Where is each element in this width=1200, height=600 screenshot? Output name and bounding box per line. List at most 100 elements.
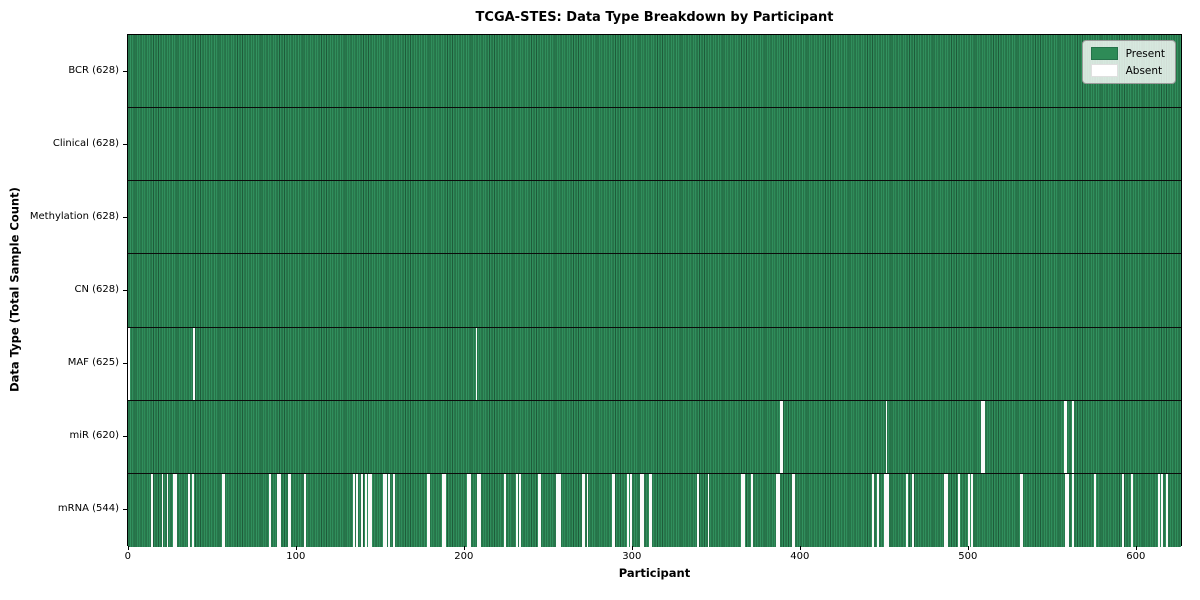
data-row-miR (128, 400, 1181, 474)
y-tick-mark (123, 509, 127, 511)
absent-mark (741, 473, 743, 547)
plot-area: Present Absent (127, 34, 1182, 547)
absent-mark (872, 473, 874, 547)
absent-mark (1021, 473, 1024, 547)
absent-mark (356, 473, 359, 547)
y-tick-mark (123, 143, 127, 145)
x-axis-label: Participant (618, 566, 691, 580)
absent-mark (193, 327, 196, 400)
y-tick-label-MAF: MAF (625) (67, 357, 119, 369)
absent-mark (581, 473, 584, 547)
chart-title: TCGA-STES: Data Type Breakdown by Partic… (475, 10, 834, 25)
absent-mark (1019, 473, 1022, 547)
absent-mark (442, 473, 444, 547)
data-row-BCR (128, 35, 1181, 109)
absent-mark (384, 473, 387, 547)
data-row-Methylation (128, 181, 1181, 255)
absent-mark (778, 473, 780, 547)
absent-mark (1067, 473, 1069, 547)
absent-mark (443, 473, 446, 547)
absent-mark (516, 473, 518, 547)
absent-mark (905, 473, 908, 547)
data-row-mRNA (128, 473, 1181, 547)
present-swatch-icon (1090, 47, 1118, 60)
x-tick-label-200: 200 (454, 551, 474, 562)
absent-mark (946, 473, 948, 547)
y-tick-label-Methylation: Methylation (628) (29, 210, 119, 222)
absent-mark (697, 473, 700, 547)
absent-mark (353, 473, 355, 547)
absent-mark (368, 473, 370, 547)
x-tick-mark (967, 546, 969, 550)
absent-mark (779, 400, 782, 473)
absent-mark (289, 473, 291, 547)
absent-mark (475, 327, 478, 400)
y-tick-mark (123, 363, 127, 365)
x-tick-label-500: 500 (958, 551, 978, 562)
absent-mark (981, 400, 984, 473)
legend-item-absent: Absent (1090, 64, 1165, 77)
absent-mark (287, 473, 290, 547)
x-tick-label-300: 300 (622, 551, 642, 562)
absent-mark (161, 473, 164, 547)
absent-mark (776, 473, 779, 547)
absent-mark (793, 473, 795, 547)
absent-mark (967, 473, 970, 547)
data-row-Clinical (128, 108, 1181, 182)
absent-mark (781, 400, 784, 473)
x-tick-mark (295, 546, 297, 550)
absent-mark (957, 473, 960, 547)
absent-mark (1063, 400, 1066, 473)
legend-item-present: Present (1090, 47, 1165, 60)
absent-mark (650, 473, 653, 547)
absent-mark (127, 327, 130, 400)
absent-mark (751, 473, 753, 547)
y-tick-label-CN: CN (628) (74, 284, 119, 295)
absent-mark (504, 473, 507, 547)
absent-mark (1130, 473, 1133, 547)
absent-mark (983, 400, 985, 473)
absent-mark (519, 473, 522, 547)
absent-mark (277, 473, 280, 547)
absent-mark (791, 473, 794, 547)
absent-mark (222, 473, 224, 547)
absent-mark (393, 473, 396, 547)
absent-mark (223, 473, 226, 547)
absent-mark (468, 473, 471, 547)
legend-present-label: Present (1125, 47, 1165, 60)
absent-mark (477, 473, 480, 547)
absent-mark (586, 473, 589, 547)
absent-mark (648, 473, 651, 547)
absent-mark (1122, 473, 1125, 547)
legend-absent-label: Absent (1125, 64, 1163, 77)
absent-mark (1072, 400, 1074, 473)
y-tick-mark (123, 290, 127, 291)
absent-mark (887, 473, 890, 547)
absent-mark (166, 473, 169, 547)
absent-mark (361, 473, 364, 547)
y-tick-mark (123, 70, 127, 72)
absent-mark (188, 473, 191, 547)
x-tick-mark (127, 546, 129, 550)
absent-mark (191, 473, 194, 547)
x-tick-label-400: 400 (790, 551, 810, 562)
x-tick-mark (463, 546, 465, 550)
x-tick-label-100: 100 (286, 551, 306, 562)
absent-mark (885, 473, 888, 547)
x-tick-label-600: 600 (1126, 551, 1146, 562)
absent-mark (630, 473, 633, 547)
absent-mark (626, 473, 629, 547)
y-tick-label-BCR: BCR (628) (68, 64, 119, 76)
absent-mark (885, 400, 888, 473)
y-tick-label-Clinical: Clinical (628) (52, 137, 119, 149)
absent-mark (364, 473, 367, 547)
absent-mark (877, 473, 879, 547)
absent-mark (269, 473, 271, 547)
x-tick-mark (799, 546, 801, 550)
absent-mark (173, 473, 176, 547)
absent-mark (558, 473, 560, 547)
data-row-CN (128, 254, 1181, 328)
absent-mark (583, 473, 585, 547)
absent-mark (971, 473, 974, 547)
